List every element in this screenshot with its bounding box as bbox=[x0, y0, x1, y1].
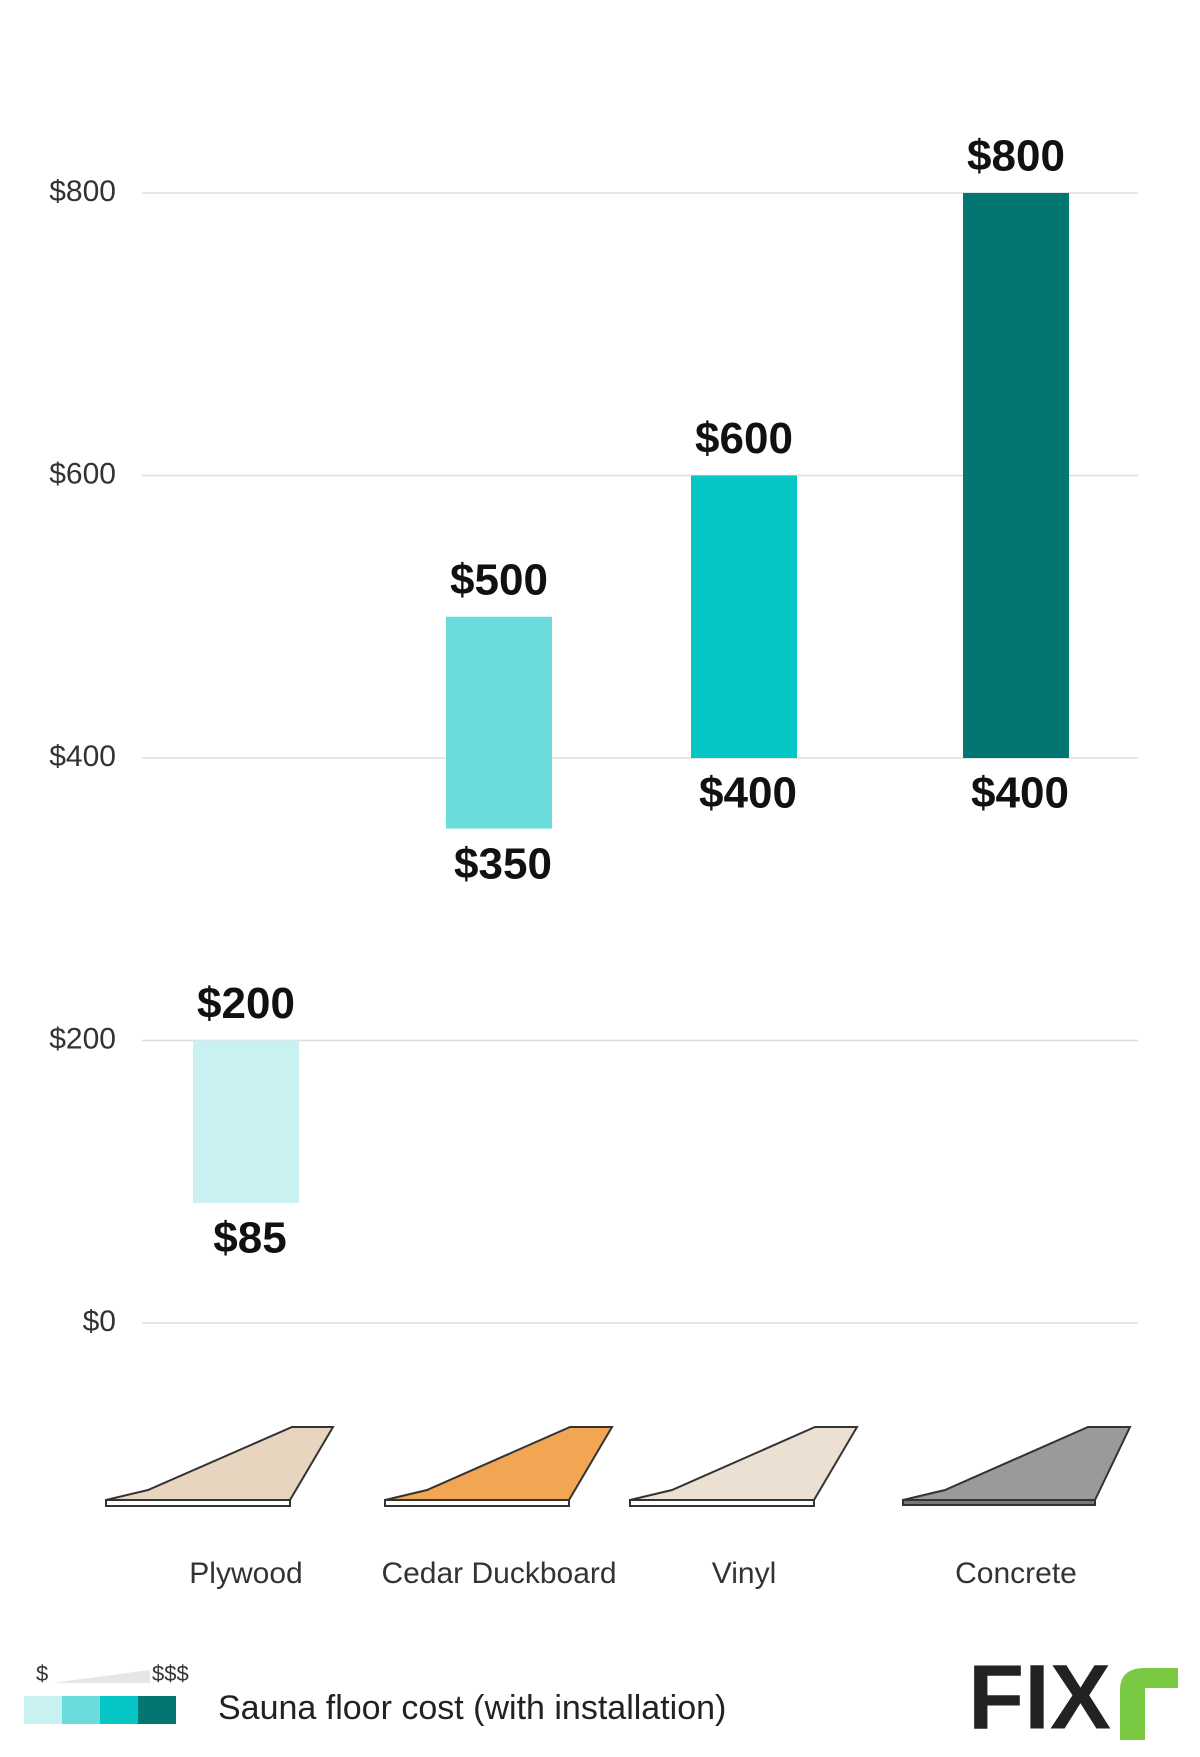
y-tick-label: $0 bbox=[83, 1305, 116, 1338]
low-label: $400 bbox=[699, 769, 797, 818]
legend-low: $ bbox=[36, 1661, 48, 1686]
logo: FIX bbox=[968, 1646, 1111, 1748]
x-tick-label: Vinyl bbox=[712, 1557, 776, 1590]
x-tick-label: Concrete bbox=[955, 1557, 1077, 1590]
low-label: $350 bbox=[454, 839, 552, 888]
low-label: $400 bbox=[971, 769, 1069, 818]
bar bbox=[691, 475, 797, 758]
bar bbox=[193, 1040, 299, 1203]
vinyl-edge bbox=[629, 1499, 815, 1507]
legend-swatch bbox=[62, 1696, 100, 1724]
plywood-image bbox=[105, 1426, 335, 1501]
bar bbox=[446, 616, 552, 829]
low-label: $85 bbox=[213, 1214, 286, 1263]
legend-high: $$$ bbox=[152, 1661, 189, 1686]
y-tick-label: $800 bbox=[49, 175, 116, 208]
vinyl-image bbox=[629, 1426, 859, 1501]
bar bbox=[963, 193, 1069, 758]
cedar-edge bbox=[384, 1499, 570, 1507]
legend-ramp bbox=[52, 1670, 150, 1683]
cedar-image bbox=[384, 1426, 614, 1501]
floor-images bbox=[105, 1426, 1132, 1507]
plywood-edge bbox=[105, 1499, 291, 1507]
high-label: $800 bbox=[967, 132, 1065, 181]
legend-swatch bbox=[138, 1696, 176, 1724]
legend-title: Sauna floor cost (with installation) bbox=[218, 1689, 726, 1727]
x-tick-label: Cedar Duckboard bbox=[381, 1557, 616, 1590]
x-tick-label: Plywood bbox=[189, 1557, 302, 1590]
y-tick-label: $600 bbox=[49, 457, 116, 490]
high-label: $600 bbox=[695, 414, 793, 463]
y-tick-label: $200 bbox=[49, 1022, 116, 1055]
high-label: $200 bbox=[197, 979, 295, 1028]
high-label: $500 bbox=[450, 555, 548, 604]
legend-swatch bbox=[24, 1696, 62, 1724]
logo-r bbox=[1120, 1668, 1178, 1740]
legend-swatch bbox=[100, 1696, 138, 1724]
concrete-edge bbox=[902, 1499, 1096, 1506]
concrete-image bbox=[902, 1426, 1132, 1501]
legend-swatches bbox=[24, 1696, 176, 1724]
y-tick-label: $400 bbox=[49, 740, 116, 773]
